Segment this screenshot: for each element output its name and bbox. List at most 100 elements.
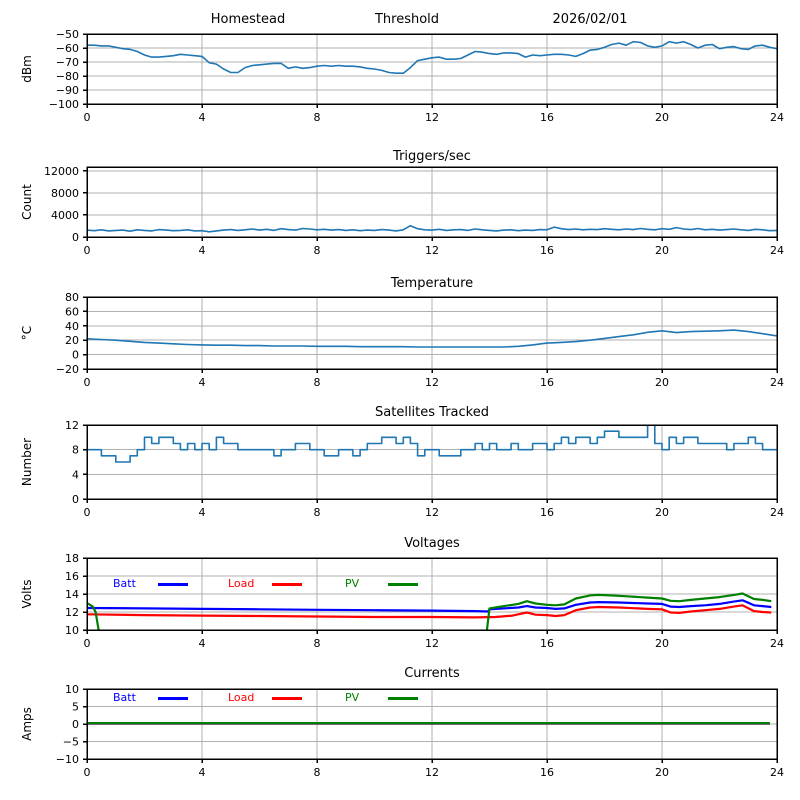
x-tick-label: 0	[84, 376, 91, 389]
y-tick-label: −20	[56, 363, 79, 376]
x-tick-label: 16	[540, 376, 554, 389]
chart-title-triggers: Triggers/sec	[393, 149, 471, 164]
x-tick-label: 20	[655, 376, 669, 389]
ylabel-number: Number	[20, 437, 34, 487]
x-tick-label: 12	[425, 637, 439, 650]
y-tick-label: 5	[72, 701, 79, 714]
y-tick-label: 0	[72, 718, 79, 731]
x-tick-label: 4	[199, 637, 206, 650]
x-tick-label: 0	[84, 766, 91, 779]
y-tick-label: 4000	[51, 209, 79, 222]
chart-triggers: 0 4 8 12 16 20 24 0 4000 8000 12000	[44, 165, 784, 257]
y-tick-label: 40	[65, 320, 79, 333]
x-tick-label: 12	[425, 506, 439, 519]
x-tick-label: 12	[425, 766, 439, 779]
x-tick-label: 12	[425, 376, 439, 389]
x-tick-label: 24	[770, 111, 784, 124]
y-tick-label: 80	[65, 291, 79, 304]
ylabel-amps: Amps	[20, 707, 34, 741]
legend-pv-label: PV	[345, 691, 360, 704]
y-tick-label: −70	[56, 56, 79, 69]
x-tick-label: 4	[199, 766, 206, 779]
legend-batt-label: Batt	[113, 577, 136, 590]
legend-load-label: Load	[228, 691, 255, 704]
x-tick-label: 4	[199, 376, 206, 389]
series-count	[87, 224, 777, 233]
legend-batt-label: Batt	[113, 691, 136, 704]
x-tick-label: 12	[425, 244, 439, 257]
y-tick-label: 12	[65, 419, 79, 432]
ylabel-dbm: dBm	[20, 55, 34, 83]
y-tick-label: 12000	[44, 165, 79, 178]
y-tick-label: −50	[56, 28, 79, 41]
legend-load-line	[272, 697, 302, 700]
y-tick-label: −80	[56, 70, 79, 83]
x-tick-label: 20	[655, 111, 669, 124]
legend-batt-line	[158, 583, 188, 586]
chart-title-voltages: Voltages	[404, 536, 460, 551]
y-tick-label: 10	[65, 683, 79, 696]
x-tick-label: 20	[655, 766, 669, 779]
x-tick-label: 8	[314, 506, 321, 519]
chart-title-temperature: Temperature	[390, 276, 474, 291]
x-tick-label: 24	[770, 506, 784, 519]
ylabel-volts: Volts	[20, 579, 34, 609]
x-tick-label: 4	[199, 506, 206, 519]
chart-title-station: Homestead	[210, 12, 286, 27]
x-tick-label: 16	[540, 244, 554, 257]
x-tick-label: 20	[655, 244, 669, 257]
x-tick-label: 4	[199, 244, 206, 257]
x-tick-label: 0	[84, 244, 91, 257]
legend-load-line	[272, 583, 302, 586]
y-tick-label: 4	[72, 468, 79, 481]
x-tick-label: 16	[540, 766, 554, 779]
y-tick-label: 20	[65, 334, 79, 347]
x-tick-label: 8	[314, 376, 321, 389]
chart-voltages: 0 4 8 12 16 20 24 10 12 14 16 18	[65, 552, 784, 650]
y-tick-label: 18	[65, 552, 79, 565]
x-tick-label: 24	[770, 766, 784, 779]
x-tick-label: 12	[425, 111, 439, 124]
legend-batt-line	[158, 697, 188, 700]
series-pv	[87, 592, 772, 630]
chart-title-mode: Threshold	[374, 12, 440, 27]
series-sats	[87, 425, 777, 463]
x-tick-label: 0	[84, 111, 91, 124]
ylabel-count: Count	[20, 184, 34, 220]
series-batt	[87, 599, 772, 613]
chart-currents: 0 4 8 12 16 20 24 −10 −5 0 5 10	[56, 683, 784, 779]
y-tick-label: −90	[56, 84, 79, 97]
x-tick-label: 24	[770, 637, 784, 650]
x-tick-label: 0	[84, 637, 91, 650]
y-tick-label: −60	[56, 42, 79, 55]
y-tick-label: 16	[65, 570, 79, 583]
y-tick-label: 0	[72, 493, 79, 506]
x-tick-label: 4	[199, 111, 206, 124]
x-tick-label: 0	[84, 506, 91, 519]
y-tick-label: −5	[63, 736, 79, 749]
x-tick-label: 20	[655, 506, 669, 519]
chart-title-satellites: Satellites Tracked	[375, 405, 489, 420]
legend-pv-line	[388, 697, 418, 700]
x-tick-label: 8	[314, 111, 321, 124]
series-rssi	[87, 40, 777, 74]
y-tick-label: 8000	[51, 187, 79, 200]
legend-load-label: Load	[228, 577, 255, 590]
y-tick-label: 60	[65, 305, 79, 318]
chart-title-currents: Currents	[404, 666, 460, 681]
ylabel-degc: °C	[20, 325, 34, 341]
series-temp	[87, 329, 777, 348]
series-load	[87, 604, 772, 619]
x-tick-label: 24	[770, 376, 784, 389]
x-tick-label: 8	[314, 637, 321, 650]
y-tick-label: −100	[49, 98, 79, 111]
x-tick-label: 16	[540, 506, 554, 519]
y-tick-label: 14	[65, 588, 79, 601]
y-tick-label: 0	[72, 349, 79, 362]
x-tick-label: 24	[770, 244, 784, 257]
chart-title-date: 2026/02/01	[552, 12, 628, 27]
x-tick-label: 20	[655, 637, 669, 650]
